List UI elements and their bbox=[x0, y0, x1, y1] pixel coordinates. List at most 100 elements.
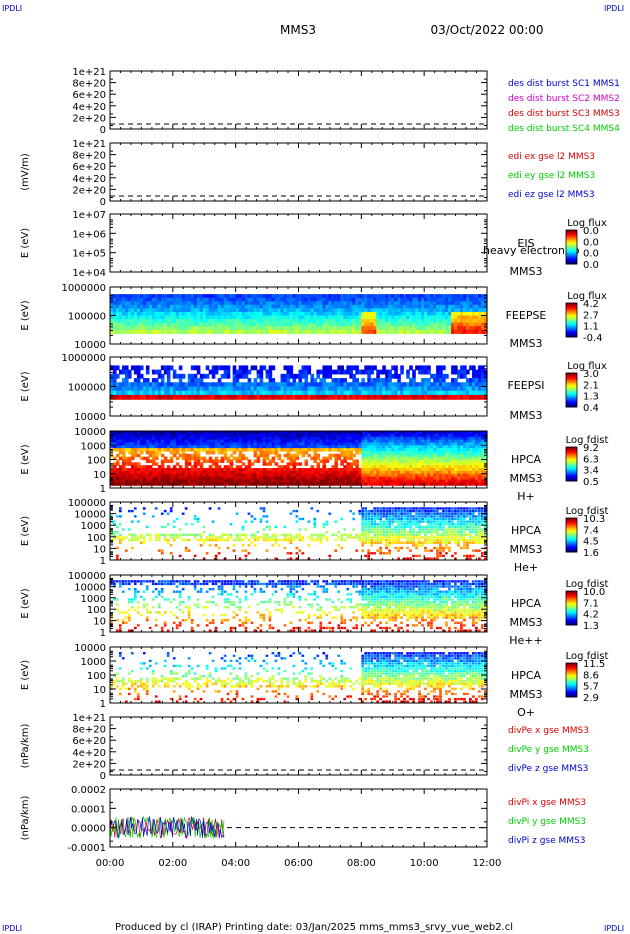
colorbar-frame bbox=[565, 372, 578, 408]
heatmap-cell bbox=[244, 386, 249, 392]
colorbar-segment bbox=[566, 324, 577, 327]
heatmap-cell bbox=[460, 442, 464, 446]
heatmap-cell bbox=[274, 390, 279, 396]
heatmap-cell bbox=[220, 433, 225, 438]
heatmap-cell bbox=[307, 394, 312, 400]
heatmap-cell bbox=[481, 473, 485, 478]
panel-frame bbox=[109, 142, 488, 202]
heatmap-cell bbox=[139, 479, 144, 483]
heatmap-cell bbox=[439, 369, 443, 375]
heatmap-cell bbox=[178, 294, 183, 299]
heatmap-cell bbox=[250, 315, 255, 320]
heatmap-cell bbox=[319, 445, 324, 449]
heatmap-cell bbox=[199, 482, 204, 486]
heatmap-cell bbox=[322, 468, 327, 472]
heatmap-cell bbox=[190, 445, 195, 449]
heatmap-cell bbox=[352, 322, 356, 327]
heatmap-cell bbox=[151, 476, 156, 481]
heatmap-cell bbox=[298, 476, 303, 481]
heatmap-cell bbox=[247, 378, 252, 383]
heatmap-cell bbox=[469, 322, 473, 327]
heatmap-cell bbox=[307, 470, 312, 475]
heatmap-cell bbox=[367, 315, 371, 320]
heatmap-cell bbox=[148, 445, 153, 449]
heatmap-cell bbox=[307, 315, 312, 320]
heatmap-cell bbox=[256, 448, 261, 452]
heatmap-cell bbox=[310, 294, 315, 299]
heatmap-cell bbox=[145, 448, 150, 452]
heatmap-cell bbox=[337, 308, 341, 313]
heatmap-cell bbox=[271, 308, 276, 313]
heatmap-cell bbox=[367, 439, 371, 443]
heatmap-cell bbox=[358, 436, 362, 441]
heatmap-cell bbox=[151, 326, 156, 331]
heatmap-cell bbox=[322, 436, 327, 441]
heatmap-cell bbox=[313, 329, 318, 334]
heatmap-cell bbox=[283, 382, 288, 388]
heatmap-cell bbox=[481, 326, 485, 331]
heatmap-cell bbox=[346, 442, 350, 446]
heatmap-cell bbox=[154, 394, 159, 400]
heatmap-cell bbox=[442, 311, 446, 317]
heatmap-cell bbox=[418, 436, 422, 441]
heatmap-cell bbox=[166, 468, 171, 472]
heatmap-cell bbox=[445, 468, 449, 472]
heatmap-cell bbox=[394, 473, 398, 478]
heatmap-cell bbox=[277, 476, 282, 481]
heatmap-cell bbox=[274, 329, 279, 334]
heatmap-cell bbox=[442, 459, 446, 463]
heatmap-cell bbox=[229, 479, 234, 483]
heatmap-cell bbox=[379, 456, 383, 461]
heatmap-cell bbox=[214, 386, 219, 392]
heatmap-cell bbox=[376, 459, 380, 463]
heatmap-cell bbox=[430, 473, 434, 478]
heatmap-cell bbox=[442, 450, 446, 455]
heatmap-cell bbox=[205, 308, 210, 313]
heatmap-cell bbox=[427, 378, 431, 383]
heatmap-cell bbox=[133, 453, 138, 458]
heatmap-cell bbox=[181, 442, 186, 446]
heatmap-cell bbox=[409, 294, 413, 299]
heatmap-cell bbox=[163, 479, 168, 483]
colorbar-segment bbox=[566, 392, 577, 395]
colorbar-segment bbox=[566, 399, 577, 402]
heatmap-cell bbox=[364, 301, 368, 306]
heatmap-cell bbox=[409, 304, 413, 309]
heatmap-cell bbox=[110, 297, 114, 302]
heatmap-cell bbox=[430, 394, 434, 400]
heatmap-cell bbox=[298, 468, 303, 472]
heatmap-cell bbox=[463, 473, 467, 478]
heatmap-cell bbox=[199, 308, 204, 313]
heatmap-cell bbox=[124, 462, 129, 466]
heatmap-cell bbox=[463, 304, 467, 309]
heatmap-cell bbox=[328, 301, 333, 306]
heatmap-cell bbox=[253, 431, 258, 435]
heatmap-cell bbox=[334, 482, 338, 486]
heatmap-cell bbox=[316, 482, 321, 486]
heatmap-cell bbox=[211, 294, 216, 299]
heatmap-cell bbox=[373, 294, 377, 299]
heatmap-cell bbox=[385, 390, 389, 396]
heatmap-cell bbox=[454, 322, 458, 327]
heatmap-cell bbox=[310, 448, 315, 452]
heatmap-cell bbox=[442, 297, 446, 302]
heatmap-cell bbox=[253, 394, 258, 400]
heatmap-cell bbox=[481, 294, 485, 299]
heatmap-cell bbox=[289, 459, 294, 463]
heatmap-cell bbox=[457, 386, 461, 392]
heatmap-cell bbox=[313, 326, 318, 331]
heatmap-cell bbox=[460, 315, 464, 320]
heatmap-cell bbox=[178, 473, 183, 478]
heatmap-cell bbox=[340, 297, 344, 302]
heatmap-cell bbox=[451, 369, 455, 375]
heatmap-cell bbox=[226, 465, 231, 469]
colorbar-segment bbox=[566, 384, 577, 387]
heatmap-cell bbox=[370, 433, 374, 438]
heatmap-cell bbox=[427, 386, 431, 392]
heatmap-cell bbox=[112, 442, 117, 446]
heatmap-cell bbox=[292, 390, 297, 396]
heatmap-cell bbox=[340, 329, 344, 334]
heatmap-cell bbox=[310, 433, 315, 438]
heatmap-cell bbox=[397, 465, 401, 469]
